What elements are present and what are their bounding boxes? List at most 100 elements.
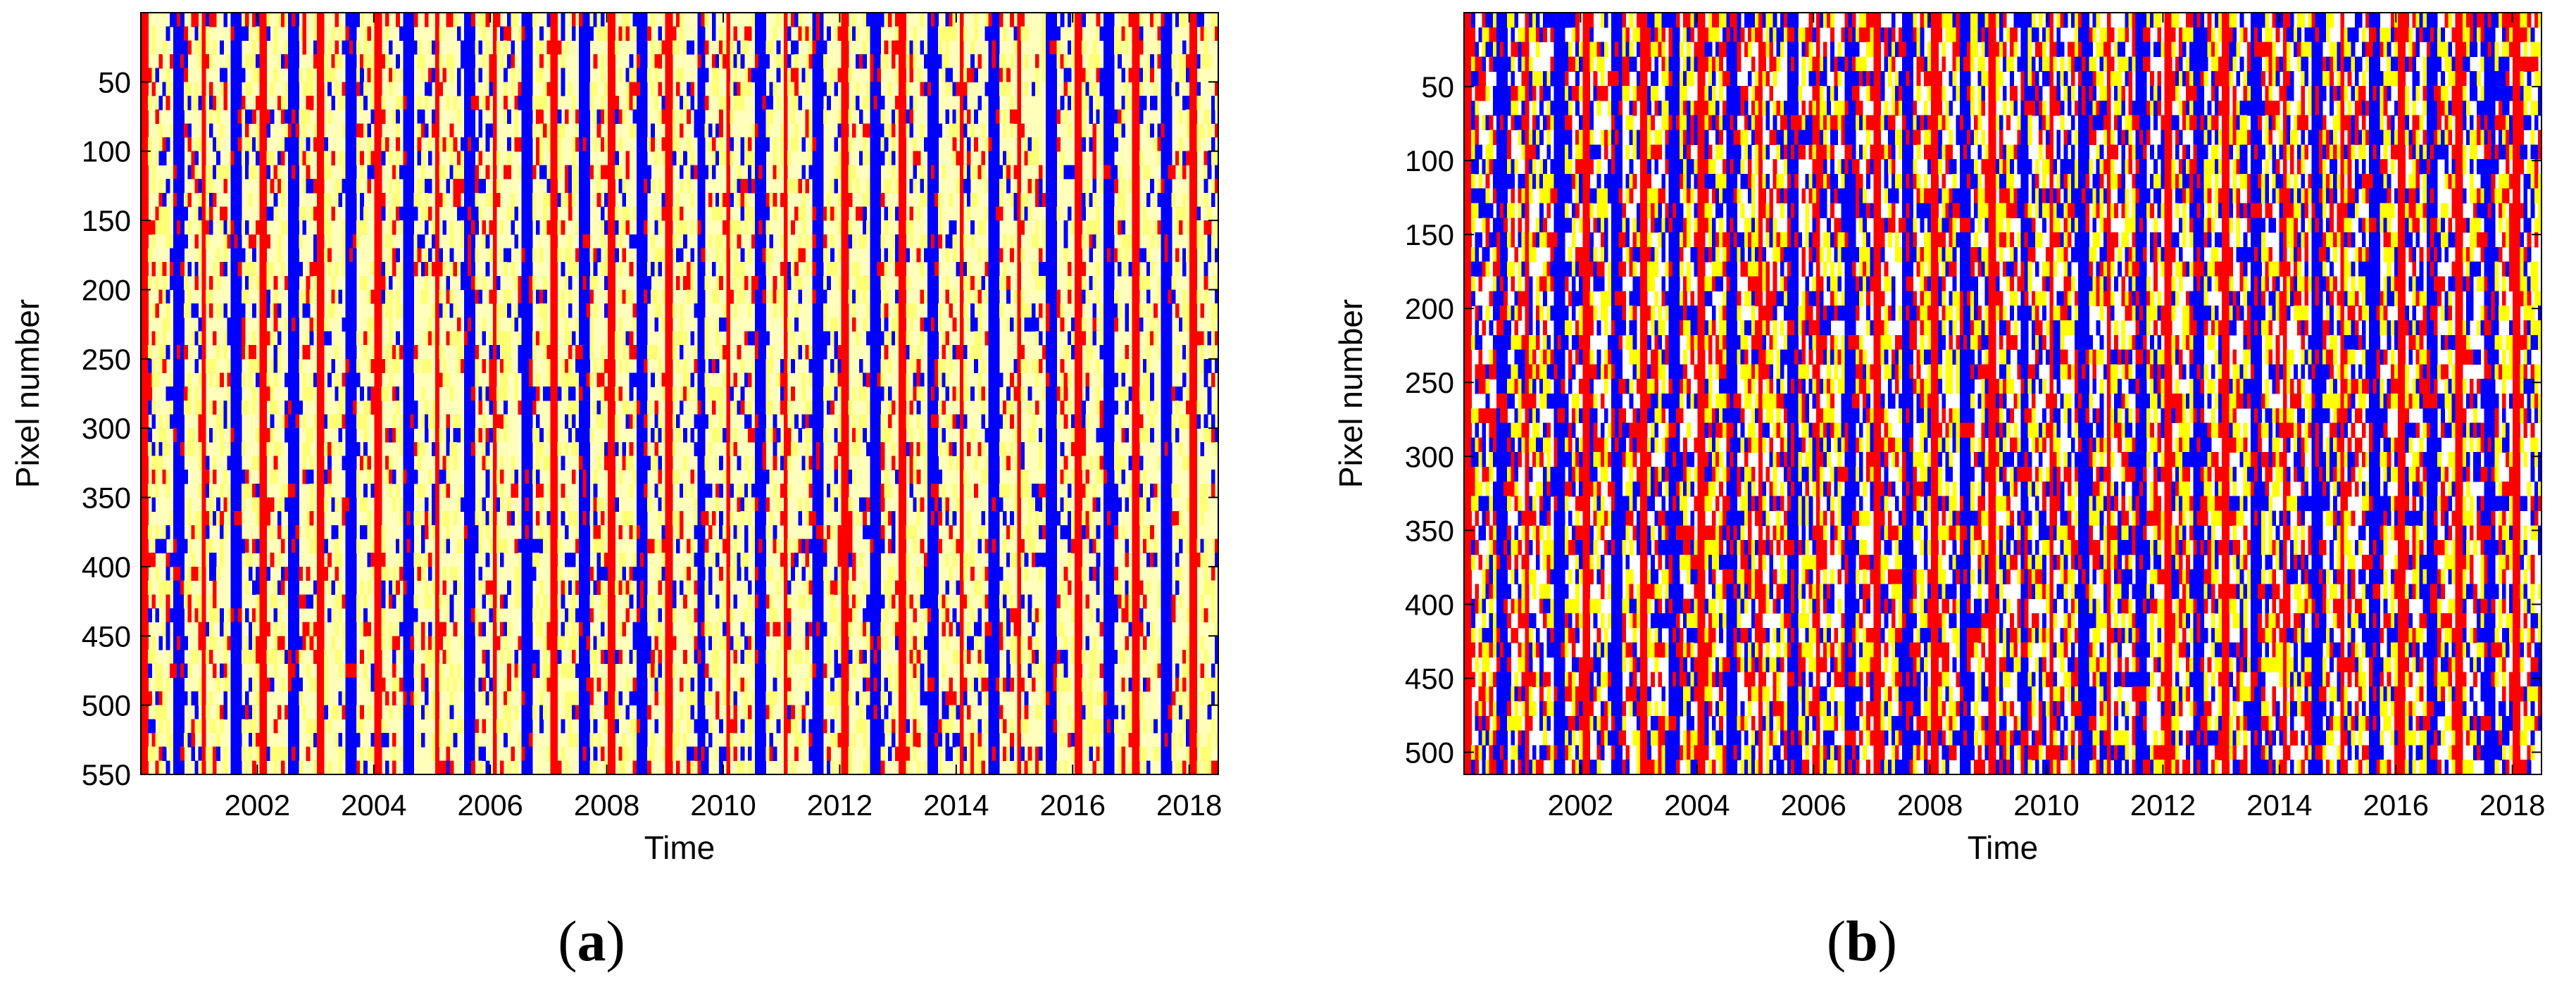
heatmap-cell [608,358,612,374]
heatmap-cell [644,303,648,318]
heatmap-cell [539,497,544,512]
heatmap-cell [554,96,558,111]
heatmap-cell [543,289,547,304]
heatmap-cell [528,732,533,748]
heatmap-cell [187,428,192,443]
heatmap-cell [586,746,591,761]
heatmap-cell [550,414,555,429]
heatmap-cell [306,622,311,636]
heatmap-cell [198,372,203,387]
heatmap-cell [396,248,400,263]
heatmap-cell [403,248,407,263]
heatmap-cell [227,234,232,249]
heatmap-cell [644,96,648,111]
heatmap-cell [528,483,533,498]
heatmap-cell [285,497,289,512]
heatmap-cell [417,192,422,208]
heatmap-cell [424,289,429,304]
heatmap-cell [636,387,641,401]
heatmap-cell [468,746,472,761]
heatmap-cell [165,220,170,235]
heatmap-cell [468,372,472,387]
heatmap-cell [208,511,213,526]
heatmap-cell [582,636,587,651]
heatmap-cell [680,26,684,41]
heatmap-cell [205,289,210,304]
heatmap-cell [406,428,411,443]
heatmap-cell [266,123,271,138]
heatmap-cell [618,26,623,41]
heatmap-cell [579,553,583,567]
heatmap-cell [316,511,321,526]
heatmap-cell [345,677,350,692]
heatmap-cell [521,68,526,82]
heatmap-cell [550,566,555,582]
heatmap-cell [582,331,587,346]
heatmap-cell [403,345,407,360]
heatmap-cell [151,719,156,734]
heatmap-cell [446,13,451,27]
heatmap-cell [403,26,407,41]
heatmap-cell [413,40,418,55]
heatmap-cell [169,663,174,678]
heatmap-cell [632,400,637,415]
heatmap-cell [377,497,382,512]
heatmap-cell [285,594,289,609]
heatmap-cell [144,677,149,692]
heatmap-cell [471,40,475,55]
heatmap-cell [482,441,487,457]
heatmap-cell [256,649,260,665]
heatmap-cell [575,109,580,124]
heatmap-cell [334,553,339,567]
heatmap-cell [144,719,149,734]
heatmap-cell [292,275,296,291]
heatmap-cell [331,96,335,111]
heatmap-cell [288,539,292,553]
heatmap-cell [349,289,354,304]
heatmap-cell [292,732,296,748]
heatmap-cell [410,400,415,415]
heatmap-cell [388,220,393,235]
heatmap-cell [309,539,314,553]
heatmap-cell [208,123,213,138]
heatmap-cell [198,206,203,221]
heatmap-cell [504,303,508,318]
heatmap-cell [672,470,677,484]
heatmap-cell [518,580,523,595]
heatmap-cell [468,677,472,692]
heatmap-cell [435,636,439,651]
heatmap-cell [428,566,432,582]
heatmap-cell [237,151,242,165]
heatmap-cell [230,608,235,623]
heatmap-cell [468,289,472,304]
heatmap-cell [615,109,619,124]
heatmap-cell [173,317,177,332]
heatmap-cell [632,414,637,429]
heatmap-cell [349,441,354,457]
heatmap-cell [370,13,375,27]
heatmap-cell [572,649,576,665]
heatmap-cell [345,746,350,761]
heatmap-cell [381,358,386,374]
heatmap-cell [169,248,174,263]
heatmap-cell [316,26,321,41]
heatmap-cell [589,372,594,387]
heatmap-cell [632,123,637,138]
heatmap-cell [201,275,206,291]
heatmap-cell [468,96,472,111]
heatmap-cell [180,677,185,692]
heatmap-cell [213,636,217,651]
heatmap-cell [288,691,292,706]
heatmap-cell [424,580,429,595]
heatmap-cell [550,123,555,138]
heatmap-cell [173,68,177,82]
heatmap-cell [500,455,504,470]
heatmap-cell [237,192,242,208]
heatmap-cell [345,566,350,582]
heatmap-cell [446,414,451,429]
heatmap-cell [586,677,591,692]
heatmap-cell [370,358,375,374]
heatmap-cell [500,26,504,41]
heatmap-cell [356,13,361,27]
heatmap-cell [435,234,439,249]
